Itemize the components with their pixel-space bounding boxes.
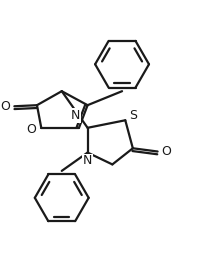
Text: N: N <box>71 109 80 122</box>
Text: N: N <box>83 154 92 167</box>
Text: O: O <box>0 100 10 113</box>
Text: O: O <box>162 145 172 158</box>
Text: S: S <box>129 109 138 122</box>
Text: O: O <box>27 123 37 136</box>
